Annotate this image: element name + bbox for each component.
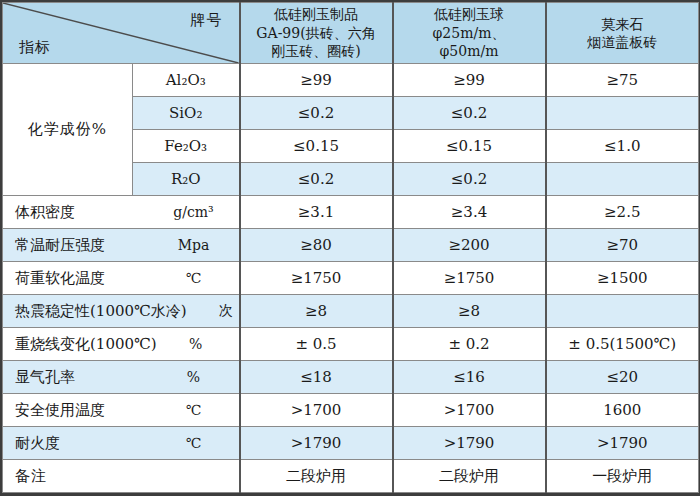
cell-value: >1790 xyxy=(393,427,546,460)
property-label: 荷重软化温度 xyxy=(3,269,155,288)
cell-value: ≥80 xyxy=(240,229,393,262)
spec-table-frame: 牌号 指标 低硅刚玉制品 GA-99(拱砖、六角 刚玉砖、圈砖) 低硅刚玉球 φ… xyxy=(0,0,700,496)
property-label: 显气孔率 xyxy=(3,368,155,387)
property-unit: ℃ xyxy=(155,435,233,451)
property-unit: Mpa xyxy=(155,237,233,253)
product-2-line: φ50m/m xyxy=(396,42,543,60)
component-name: Fe₂O₃ xyxy=(133,130,240,163)
cell-value: ± 0.2 xyxy=(393,328,546,361)
component-name: SiO₂ xyxy=(133,97,240,130)
property-label: 体积密度 xyxy=(3,203,155,222)
prop-row-safe-use-temp: 安全使用温度 ℃ >1700 >1700 1600 xyxy=(3,394,699,427)
property-unit: g/cm³ xyxy=(155,204,233,220)
property-label-cell: 常温耐压强度 Mpa xyxy=(3,229,240,262)
corner-label-indicator: 指标 xyxy=(19,38,51,57)
cell-value: ≥1750 xyxy=(393,262,546,295)
prop-row-refractoriness: 耐火度 ℃ >1790 >1790 >1790 xyxy=(3,427,699,460)
cell-value: >1790 xyxy=(240,427,393,460)
remarks-row: 备注 二段炉用 二段炉用 一段炉用 xyxy=(3,460,699,493)
chem-row-al2o3: 化学成份% Al₂O₃ ≥99 ≥99 ≥75 xyxy=(3,64,699,97)
property-label-cell: 耐火度 ℃ xyxy=(3,427,240,460)
cell-value xyxy=(546,295,699,328)
property-label-cell: 荷重软化温度 ℃ xyxy=(3,262,240,295)
product-header-1: 低硅刚玉制品 GA-99(拱砖、六角 刚玉砖、圈砖) xyxy=(240,3,393,64)
prop-row-bulk-density: 体积密度 g/cm³ ≥3.1 ≥3.4 ≥2.5 xyxy=(3,196,699,229)
cell-value: ≤0.2 xyxy=(393,97,546,130)
product-2-line: 低硅刚玉球 xyxy=(396,5,543,23)
corner-label-brand: 牌号 xyxy=(191,11,223,30)
property-label: 重烧线变化(1000℃) xyxy=(3,335,157,354)
product-2-line: φ25m/m、 xyxy=(396,24,543,42)
cell-value: ≥99 xyxy=(240,64,393,97)
product-header-3: 莫来石 烟道盖板砖 xyxy=(546,3,699,64)
cell-value: ± 0.5(1500℃) xyxy=(546,328,699,361)
product-header-2: 低硅刚玉球 φ25m/m、 φ50m/m xyxy=(393,3,546,64)
property-label-cell: 热震稳定性(1000℃水冷) 次 xyxy=(3,295,240,328)
property-unit: ℃ xyxy=(155,270,233,286)
property-label: 热震稳定性(1000℃水冷) xyxy=(3,302,187,321)
cell-value: 二段炉用 xyxy=(393,460,546,493)
property-label: 安全使用温度 xyxy=(3,401,155,420)
cell-value: ± 0.5 xyxy=(240,328,393,361)
cell-value: 1600 xyxy=(546,394,699,427)
cell-value: >1700 xyxy=(393,394,546,427)
cell-value: ≤20 xyxy=(546,361,699,394)
cell-value: ≥75 xyxy=(546,64,699,97)
property-label-cell: 安全使用温度 ℃ xyxy=(3,394,240,427)
cell-value: ≥70 xyxy=(546,229,699,262)
cell-value: ≤1.0 xyxy=(546,130,699,163)
cell-value: ≤0.15 xyxy=(240,130,393,163)
product-3-line: 莫来石 xyxy=(549,15,697,33)
prop-row-linear-change: 重烧线变化(1000℃) % ± 0.5 ± 0.2 ± 0.5(1500℃) xyxy=(3,328,699,361)
chemistry-group-label: 化学成份% xyxy=(3,64,133,196)
product-1-line: GA-99(拱砖、六角 xyxy=(243,24,390,42)
cell-value: ≤0.2 xyxy=(393,163,546,196)
product-1-line: 低硅刚玉制品 xyxy=(243,5,390,23)
prop-row-thermal-shock: 热震稳定性(1000℃水冷) 次 ≥8 ≥8 xyxy=(3,295,699,328)
property-label-cell: 重烧线变化(1000℃) % xyxy=(3,328,240,361)
cell-value: ≥99 xyxy=(393,64,546,97)
property-unit: 次 xyxy=(187,302,240,320)
cell-value: ≤0.2 xyxy=(240,97,393,130)
product-1-line: 刚玉砖、圈砖) xyxy=(243,42,390,60)
prop-row-compressive-strength: 常温耐压强度 Mpa ≥80 ≥200 ≥70 xyxy=(3,229,699,262)
cell-value: ≥1500 xyxy=(546,262,699,295)
cell-value: 一段炉用 xyxy=(546,460,699,493)
property-unit: % xyxy=(155,369,233,385)
cell-value: ≥200 xyxy=(393,229,546,262)
cell-value: ≤0.2 xyxy=(240,163,393,196)
property-label-cell: 显气孔率 % xyxy=(3,361,240,394)
corner-header-cell: 牌号 指标 xyxy=(3,3,240,64)
prop-row-porosity: 显气孔率 % ≤18 ≤16 ≤20 xyxy=(3,361,699,394)
cell-value: ≥8 xyxy=(240,295,393,328)
cell-value xyxy=(546,97,699,130)
component-name: Al₂O₃ xyxy=(133,64,240,97)
header-row: 牌号 指标 低硅刚玉制品 GA-99(拱砖、六角 刚玉砖、圈砖) 低硅刚玉球 φ… xyxy=(3,3,699,64)
property-label: 耐火度 xyxy=(3,434,155,453)
cell-value: ≥3.4 xyxy=(393,196,546,229)
property-unit: % xyxy=(157,336,235,352)
refractory-spec-table: 牌号 指标 低硅刚玉制品 GA-99(拱砖、六角 刚玉砖、圈砖) 低硅刚玉球 φ… xyxy=(2,2,699,493)
cell-value: ≥3.1 xyxy=(240,196,393,229)
cell-value: >1700 xyxy=(240,394,393,427)
cell-value: ≤0.15 xyxy=(393,130,546,163)
cell-value xyxy=(546,163,699,196)
cell-value: ≥8 xyxy=(393,295,546,328)
cell-value: ≤18 xyxy=(240,361,393,394)
cell-value: ≤16 xyxy=(393,361,546,394)
component-name: R₂O xyxy=(133,163,240,196)
cell-value: 二段炉用 xyxy=(240,460,393,493)
prop-row-softening-temp: 荷重软化温度 ℃ ≥1750 ≥1750 ≥1500 xyxy=(3,262,699,295)
property-unit: ℃ xyxy=(155,402,233,418)
property-label: 常温耐压强度 xyxy=(3,236,155,255)
property-label-cell: 体积密度 g/cm³ xyxy=(3,196,240,229)
product-3-line: 烟道盖板砖 xyxy=(549,33,697,51)
cell-value: ≥1750 xyxy=(240,262,393,295)
cell-value: >1790 xyxy=(546,427,699,460)
remarks-label: 备注 xyxy=(3,460,240,493)
cell-value: ≥2.5 xyxy=(546,196,699,229)
